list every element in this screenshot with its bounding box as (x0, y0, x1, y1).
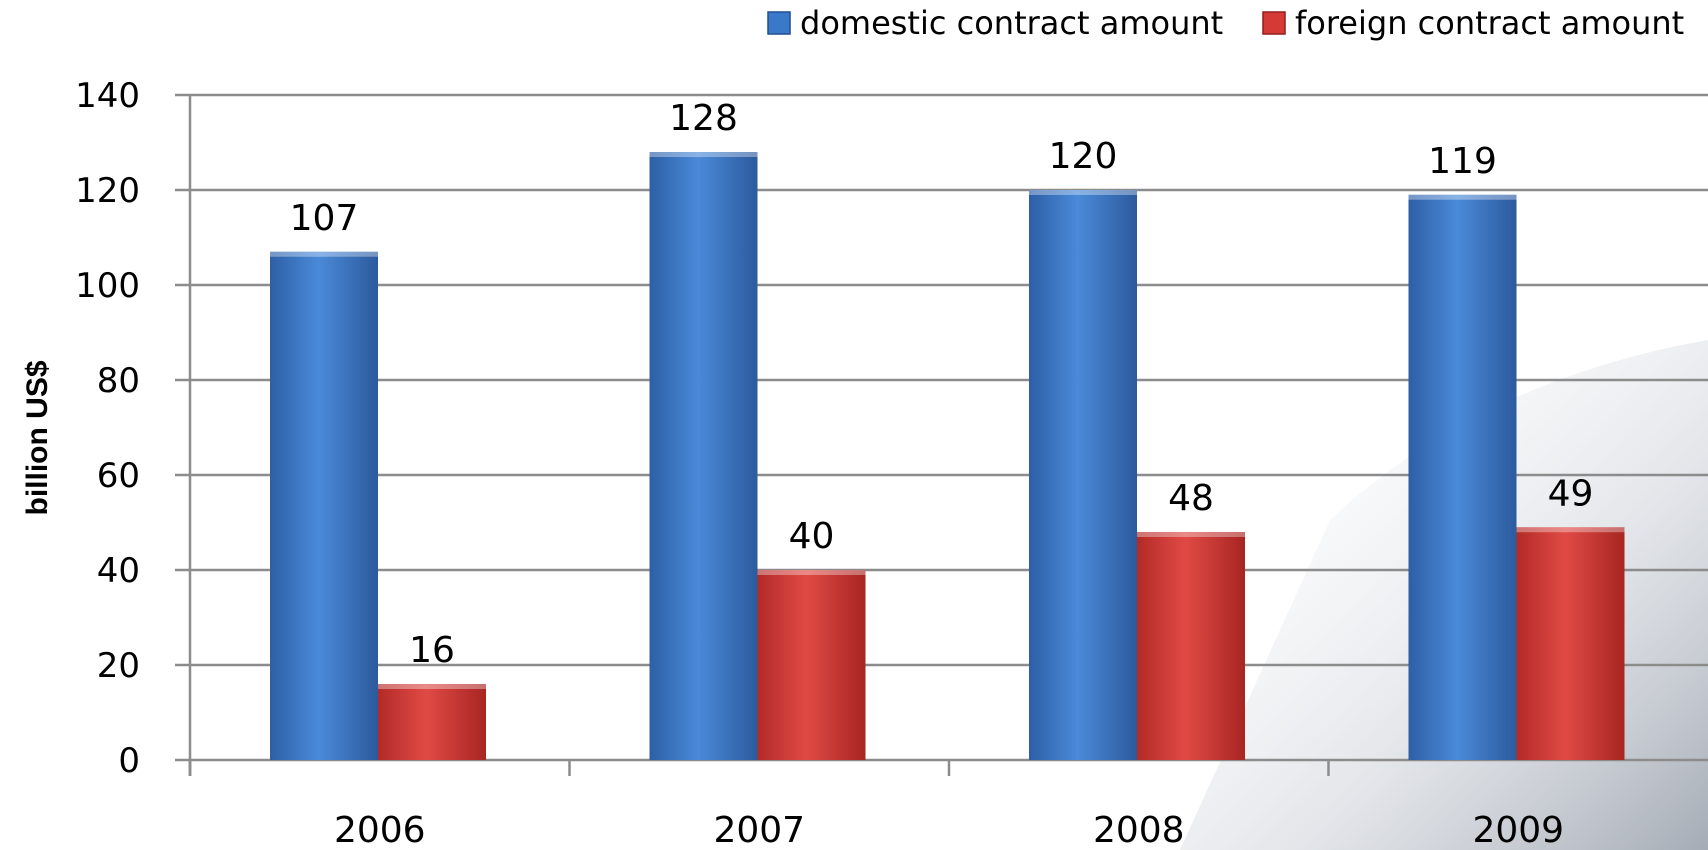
y-tick-label: 20 (97, 646, 140, 686)
y-tick-label: 100 (75, 266, 140, 306)
bar-domestic-2006 (270, 251, 378, 760)
x-tick-label: 2006 (334, 810, 426, 850)
data-label: 107 (290, 198, 359, 239)
tick-labels: 0 20 40 60 80 100 120 140 2006 2007 2008 2009 (75, 76, 1564, 850)
legend-label-domestic: domestic contract amount (800, 4, 1223, 42)
bar-domestic-2007 (649, 152, 758, 760)
bar-foreign-2006 (378, 684, 486, 760)
bar-foreign-2008 (1137, 532, 1245, 760)
y-tick-label: 60 (97, 456, 140, 496)
bar-highlight (757, 570, 866, 575)
y-tick-label: 140 (75, 76, 140, 116)
data-label: 40 (789, 516, 835, 557)
x-tick-label: 2008 (1093, 810, 1185, 850)
bar-foreign-2007 (757, 570, 866, 760)
data-label: 16 (409, 630, 455, 671)
bar-highlight (378, 684, 486, 689)
legend-swatch-foreign (1262, 11, 1286, 35)
data-label: 119 (1428, 141, 1497, 182)
y-tick-label: 80 (97, 361, 140, 401)
legend-swatch-domestic (767, 11, 791, 35)
bar-highlight (1029, 190, 1137, 195)
bar-highlight (270, 251, 378, 257)
data-label: 128 (669, 98, 738, 139)
bar-domestic-2009 (1408, 194, 1517, 760)
bar-highlight (1137, 532, 1245, 537)
legend-label-foreign: foreign contract amount (1295, 4, 1684, 42)
data-label: 48 (1168, 478, 1214, 519)
bar-highlight (1516, 527, 1625, 533)
y-tick-label: 0 (118, 741, 140, 781)
x-tick-label: 2007 (713, 810, 805, 850)
bars (270, 152, 1625, 760)
x-tick-label: 2009 (1472, 810, 1564, 850)
y-tick-label: 120 (75, 171, 140, 211)
data-labels: 107 16 128 40 120 48 119 49 (290, 98, 1594, 671)
bar-highlight (1408, 194, 1517, 200)
bar-foreign-2009 (1516, 527, 1625, 760)
bar-domestic-2008 (1029, 190, 1137, 760)
y-tick-label: 40 (97, 551, 140, 591)
legend: domestic contract amount foreign contract… (767, 4, 1684, 42)
data-label: 120 (1049, 136, 1118, 177)
data-label: 49 (1548, 473, 1594, 514)
bar-highlight (649, 152, 758, 157)
y-axis-title: billion US$ (21, 360, 54, 515)
